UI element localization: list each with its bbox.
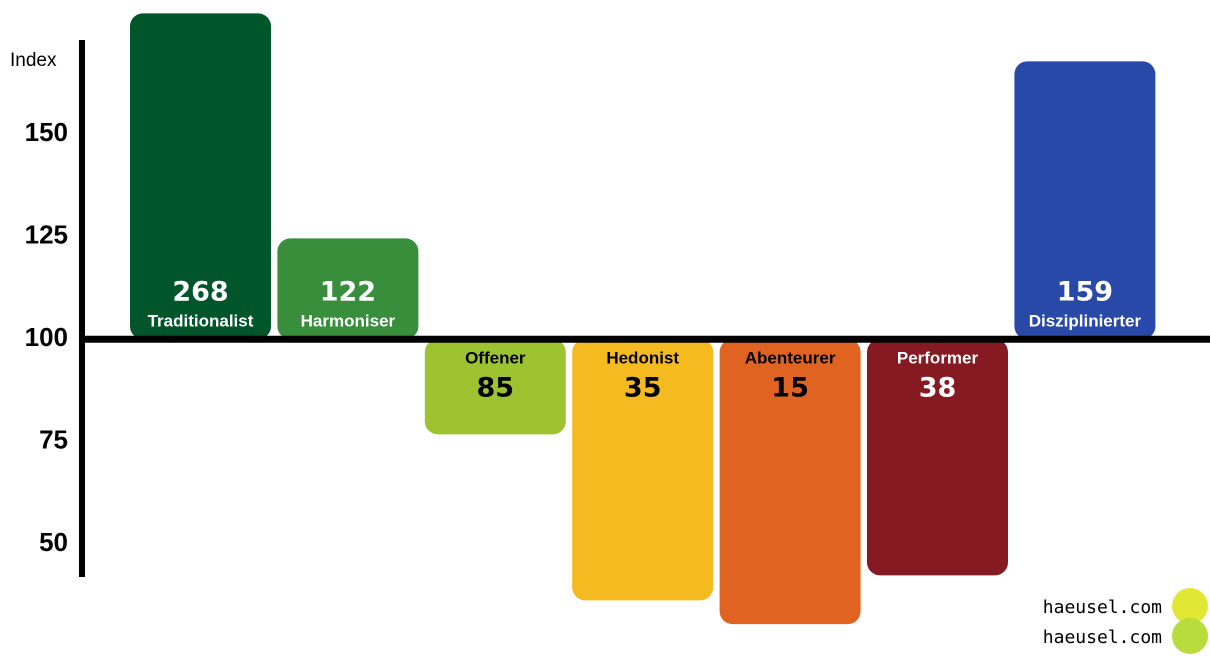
bar: [719, 339, 861, 625]
y-tick-label: 100: [25, 322, 68, 352]
category-label: Hedonist: [606, 349, 679, 368]
category-label: Performer: [897, 349, 979, 368]
category-label: Offener: [465, 349, 526, 368]
y-tick-label: 50: [39, 527, 68, 557]
category-label: Harmoniser: [301, 312, 396, 331]
count-label: 268: [172, 277, 228, 308]
y-axis-label: Index: [10, 50, 57, 71]
bar: [1014, 61, 1156, 340]
count-label: 159: [1057, 277, 1113, 308]
bar: [130, 13, 271, 340]
category-label: Traditionalist: [148, 312, 254, 331]
count-label: 38: [919, 373, 957, 404]
count-label: 85: [477, 373, 515, 404]
bar: [867, 339, 1008, 576]
count-label: 35: [624, 373, 662, 404]
logo: [1172, 588, 1208, 624]
count-label: 15: [771, 373, 809, 404]
category-label: Disziplinierter: [1029, 312, 1142, 331]
watermark: haeusel.com: [1043, 627, 1162, 648]
logo: [1172, 618, 1208, 654]
y-tick-label: 150: [25, 117, 68, 147]
category-label: Abenteurer: [745, 349, 836, 368]
y-tick-label: 75: [39, 425, 68, 455]
bar: [572, 339, 714, 601]
bar: [277, 238, 419, 340]
count-label: 122: [320, 277, 376, 308]
bar: [424, 339, 566, 435]
watermark: haeusel.com: [1043, 597, 1162, 618]
y-tick-label: 125: [25, 220, 68, 250]
